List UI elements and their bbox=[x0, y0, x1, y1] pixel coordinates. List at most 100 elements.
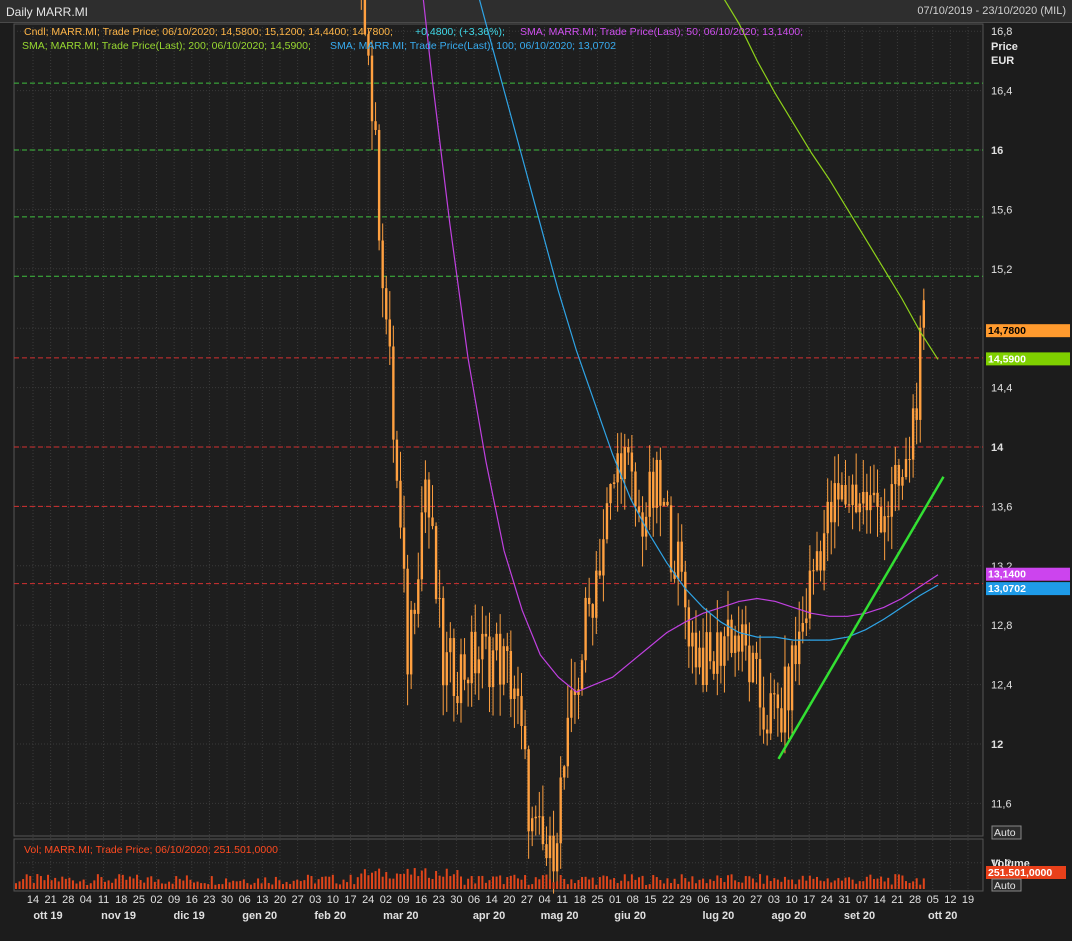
volume-bar bbox=[57, 881, 60, 889]
volume-bar bbox=[225, 878, 228, 889]
x-tick-label: 18 bbox=[115, 894, 127, 906]
volume-bar bbox=[395, 873, 398, 889]
volume-bar bbox=[338, 884, 341, 889]
volume-bar bbox=[780, 881, 783, 889]
volume-bar bbox=[887, 877, 890, 889]
x-tick-label: 02 bbox=[150, 894, 162, 906]
volume-bar bbox=[356, 877, 359, 889]
volume-bar bbox=[239, 880, 242, 889]
x-tick-label: 06 bbox=[239, 894, 251, 906]
candle-body bbox=[709, 632, 712, 662]
candle-body bbox=[669, 505, 673, 573]
volume-bar bbox=[684, 878, 687, 889]
volume-bar bbox=[880, 876, 883, 889]
x-tick-label: 21 bbox=[45, 894, 57, 906]
candle-body bbox=[922, 300, 925, 328]
candle-body bbox=[741, 624, 744, 652]
volume-bar bbox=[922, 878, 925, 889]
volume-bar bbox=[125, 879, 128, 889]
candle-body bbox=[531, 818, 534, 832]
volume-bar bbox=[86, 884, 89, 889]
volume-bar bbox=[741, 882, 744, 889]
volume-bar bbox=[488, 880, 491, 889]
volume-bar bbox=[413, 868, 416, 889]
volume-bar bbox=[477, 876, 480, 889]
y-tick-label: 15,6 bbox=[991, 204, 1012, 216]
candle-body bbox=[659, 459, 662, 506]
auto-scale-button[interactable] bbox=[991, 825, 1022, 840]
candle-body bbox=[598, 570, 602, 576]
candle-body bbox=[780, 708, 783, 733]
candle-body bbox=[545, 844, 548, 859]
volume-bar bbox=[139, 880, 142, 889]
candle-body bbox=[612, 482, 616, 485]
volume-bar bbox=[64, 878, 67, 889]
x-tick-label: 12 bbox=[944, 894, 956, 906]
volume-bar bbox=[645, 884, 648, 889]
sma200-line bbox=[723, 0, 939, 360]
volume-bar bbox=[175, 876, 178, 889]
volume-auto-button[interactable] bbox=[991, 878, 1022, 892]
candle-body bbox=[726, 619, 730, 637]
volume-bar bbox=[435, 870, 438, 889]
volume-bar bbox=[798, 879, 801, 889]
x-tick-label: 15 bbox=[644, 894, 656, 906]
volume-bar bbox=[39, 876, 42, 889]
volume-bar bbox=[100, 877, 103, 889]
candle-body bbox=[890, 484, 893, 517]
candle-body bbox=[705, 632, 708, 685]
candle-body bbox=[641, 512, 644, 537]
volume-bar bbox=[438, 875, 441, 889]
volume-bar bbox=[627, 881, 630, 889]
volume-bar bbox=[848, 877, 851, 889]
x-tick-label: 01 bbox=[609, 894, 621, 906]
volume-bar bbox=[182, 880, 185, 889]
volume-bar bbox=[855, 883, 858, 889]
candle-body bbox=[655, 459, 658, 508]
volume-bar bbox=[541, 875, 544, 889]
volume-bar bbox=[317, 879, 320, 889]
candle-body bbox=[516, 688, 520, 696]
volume-bar bbox=[897, 874, 900, 889]
volume-bar bbox=[442, 876, 445, 889]
volume-bar bbox=[335, 883, 338, 889]
candle-body bbox=[506, 646, 509, 652]
candle-body bbox=[673, 572, 676, 579]
auto-scale-label: Auto bbox=[994, 827, 1016, 839]
date-range: 07/10/2019 - 23/10/2020 (MIL) bbox=[917, 5, 1066, 17]
candle-body bbox=[719, 632, 723, 666]
volume-bar bbox=[449, 876, 452, 889]
volume-bar bbox=[609, 879, 612, 889]
volume-bar bbox=[520, 879, 523, 889]
volume-bar bbox=[299, 881, 302, 889]
volume-bar bbox=[509, 875, 512, 889]
volume-bar bbox=[894, 874, 897, 889]
candle-body bbox=[698, 647, 701, 668]
x-tick-label: 08 bbox=[627, 894, 639, 906]
volume-bar bbox=[328, 876, 331, 889]
volume-badge bbox=[986, 866, 1066, 879]
candle-body bbox=[620, 453, 623, 479]
volume-bar bbox=[769, 881, 772, 889]
x-tick-label: 27 bbox=[291, 894, 303, 906]
x-tick-label: 17 bbox=[344, 894, 356, 906]
candle-body bbox=[573, 690, 577, 695]
volume-bar bbox=[54, 877, 57, 889]
volume-bar bbox=[136, 874, 139, 889]
volume-bar bbox=[620, 880, 623, 889]
volume-bar bbox=[360, 873, 363, 889]
volume-bar bbox=[278, 880, 281, 889]
volume-bar bbox=[662, 883, 665, 889]
candle-body bbox=[367, 34, 370, 56]
volume-bar bbox=[104, 881, 106, 889]
candle-body bbox=[513, 688, 516, 699]
volume-bar bbox=[570, 879, 573, 889]
x-tick-label: 02 bbox=[380, 894, 392, 906]
candle-body bbox=[897, 464, 901, 486]
volume-bar bbox=[93, 880, 96, 889]
candle-body bbox=[470, 631, 473, 684]
volume-bar bbox=[346, 882, 349, 889]
y-tick-label: 16,8 bbox=[991, 26, 1012, 38]
volume-bar bbox=[267, 882, 270, 889]
